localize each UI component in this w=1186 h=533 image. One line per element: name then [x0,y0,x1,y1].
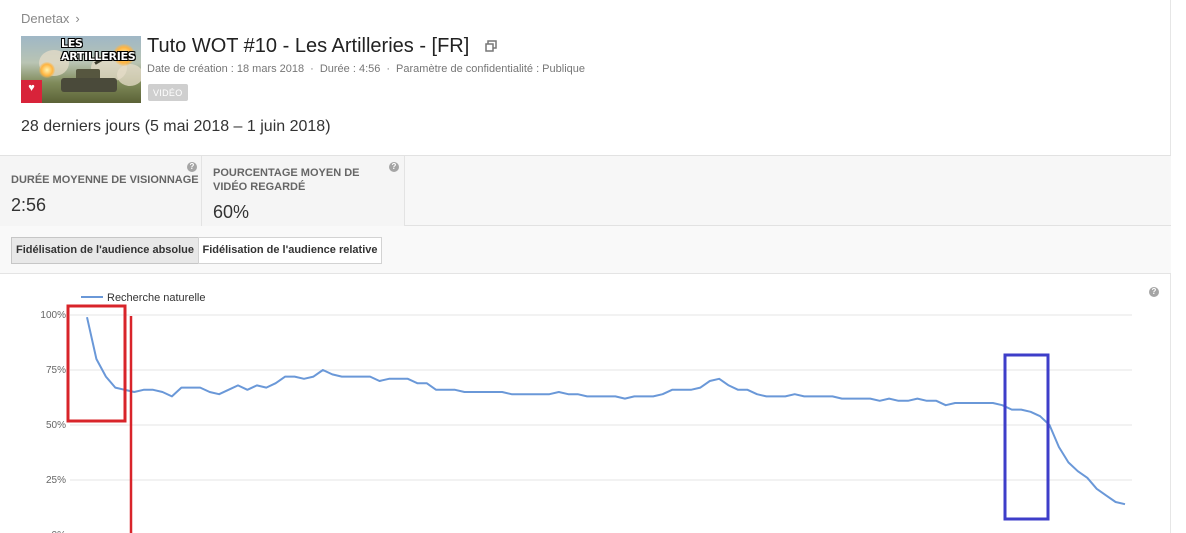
metric-label: POURCENTAGE MOYEN DE VIDÉO REGARDÉ [213,167,360,193]
retention-tabs: Fidélisation de l'audience absolue Fidél… [0,226,1171,274]
external-link-icon[interactable] [485,40,497,52]
y-tick-label: 100% [40,310,66,321]
video-duration: Durée : 4:56 [319,63,381,75]
metric-avg-percentage-viewed[interactable]: POURCENTAGE MOYEN DE VIDÉO REGARDÉ 60% ? [202,156,405,226]
help-icon[interactable]: ? [187,162,197,172]
channel-logo-badge: ♥ [21,80,42,103]
privacy-setting: Paramètre de confidentialité : Publique [396,63,585,75]
meta-separator: · [310,63,314,75]
video-meta: Date de création : 18 mars 2018 · Durée : … [147,63,585,75]
y-tick-label: 0% [52,530,67,533]
metric-avg-view-duration[interactable]: DURÉE MOYENNE DE VISIONNAGE 2:56 ? [0,156,202,226]
meta-separator: · [386,63,391,75]
tab-relative-retention[interactable]: Fidélisation de l'audience relative [198,237,382,264]
y-tick-label: 75% [46,365,66,376]
y-tick-label: 25% [46,475,66,486]
tab-absolute-retention[interactable]: Fidélisation de l'audience absolue [11,237,199,264]
retention-line[interactable] [86,316,1126,506]
creation-date: Date de création : 18 mars 2018 [147,63,305,75]
help-icon[interactable]: ? [389,162,399,172]
blue-highlight-box [1003,353,1050,521]
content-type-badge: VIDÉO [148,84,188,101]
date-range: 28 derniers jours (5 mai 2018 – 1 juin 2… [21,118,331,135]
chart-gridlines [70,314,1132,481]
metric-value: 2:56 [11,195,47,215]
video-title: Tuto WOT #10 - Les Artilleries - [FR] [147,35,470,57]
video-thumbnail[interactable]: LES ARTILLERIES ♥ [21,36,141,103]
chart-y-ticks: 0% 25% 50% 75% 100% [40,310,66,533]
breadcrumb: Denetax › [21,11,80,26]
metric-label: DURÉE MOYENNE DE VISIONNAGE [11,174,199,186]
chart-legend: Recherche naturelle [81,292,205,304]
red-highlight-box [66,304,127,423]
metrics-bar: DURÉE MOYENNE DE VISIONNAGE 2:56 ? POURC… [0,155,1171,226]
legend-label: Recherche naturelle [107,292,205,304]
thumbnail-overlay-text: LES ARTILLERIES [61,37,136,63]
breadcrumb-channel-link[interactable]: Denetax [21,11,70,26]
chart-annotations [66,304,1050,533]
chevron-right-icon: › [75,11,80,26]
metric-value: 60% [213,202,250,222]
y-tick-label: 50% [46,420,66,431]
chart-series [86,316,1126,506]
chart-help-icon[interactable]: ? [1149,287,1159,297]
